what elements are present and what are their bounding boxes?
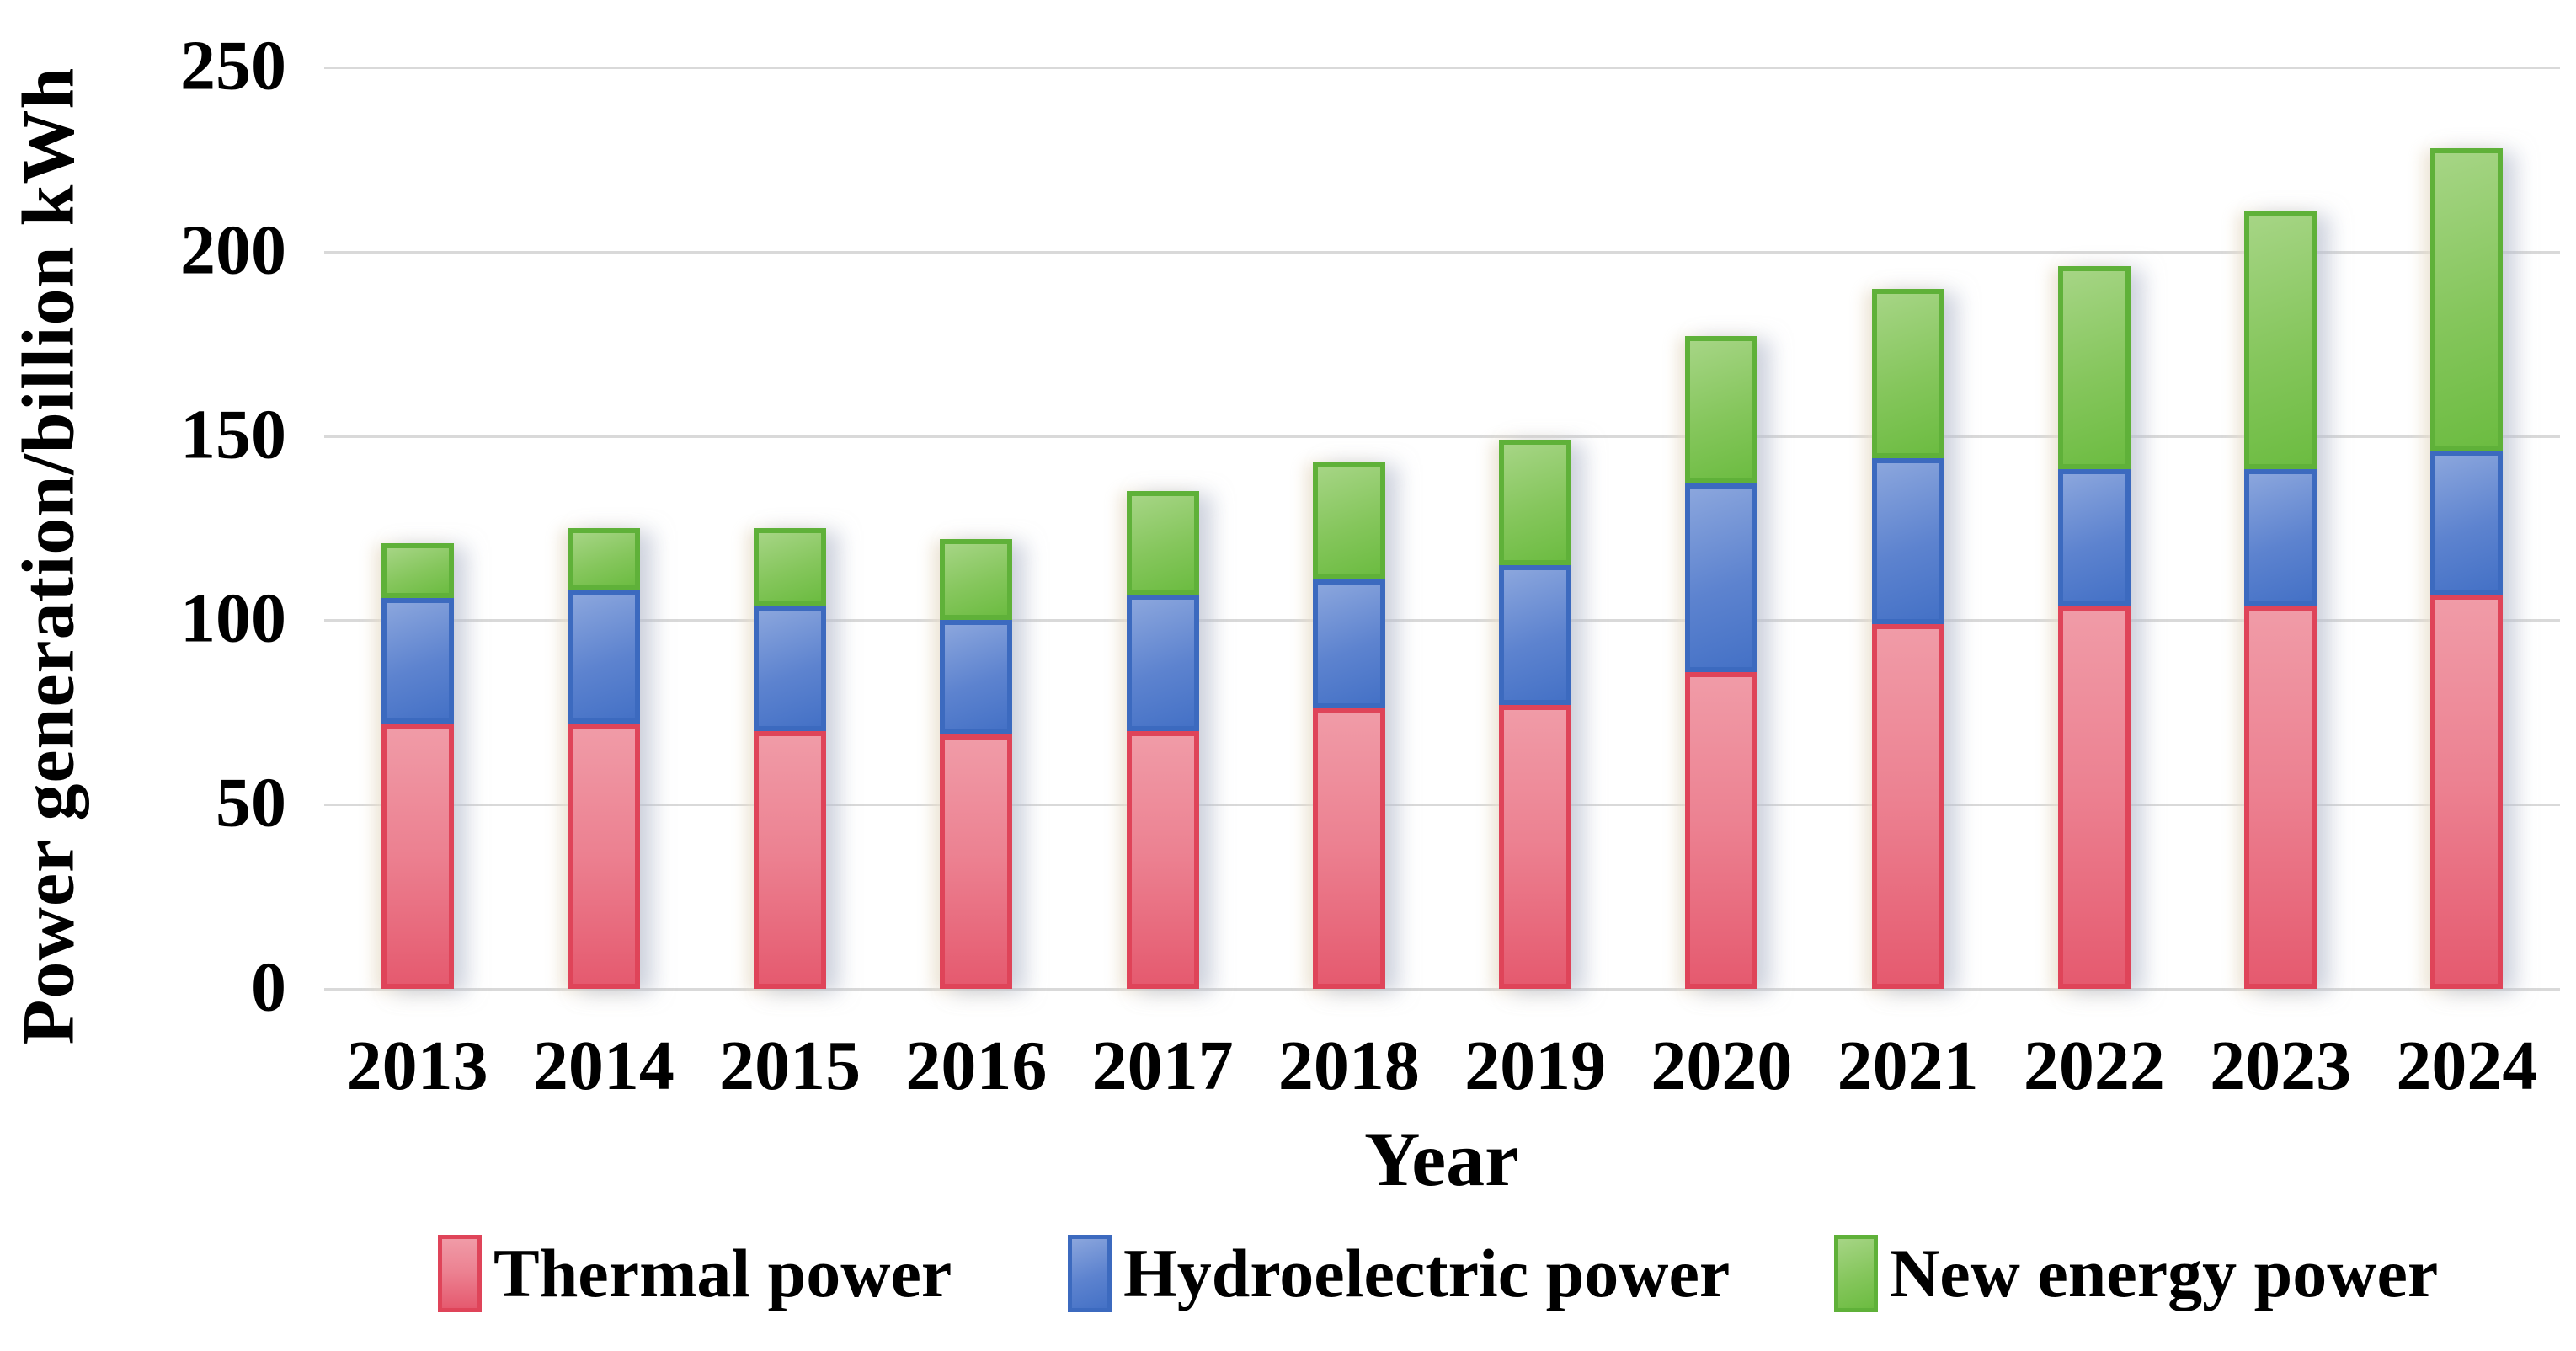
bar-segment-new-energy-2023: [2244, 211, 2317, 469]
legend: Thermal power Hydroelectric power New ener…: [0, 1231, 2576, 1324]
x-axis-title: Year: [1364, 1116, 1519, 1202]
bar-2019: [1499, 439, 1572, 989]
bar-2020: [1685, 336, 1758, 989]
bar-segment-new-energy-2015: [754, 528, 827, 606]
bar-2014: [567, 528, 640, 989]
x-tick-label-2015: 2015: [719, 1027, 861, 1105]
bar-2015: [754, 528, 827, 989]
bar-2018: [1312, 462, 1385, 989]
bar-segment-new-energy-2024: [2430, 148, 2504, 451]
x-tick-label-2023: 2023: [2210, 1027, 2352, 1105]
bar-segment-hydro-2014: [567, 590, 640, 724]
bar-segment-new-energy-2019: [1499, 439, 1572, 565]
legend-swatch-thermal: [438, 1235, 482, 1312]
gridline-0: [324, 988, 2560, 991]
bar-segment-thermal-2024: [2430, 594, 2504, 989]
bar-segment-new-energy-2017: [1126, 491, 1199, 595]
bar-segment-thermal-2019: [1499, 705, 1572, 989]
gridline-100: [324, 619, 2560, 622]
legend-swatch-hydro: [1068, 1235, 1112, 1312]
bar-segment-hydro-2020: [1685, 483, 1758, 672]
bar-segment-new-energy-2014: [567, 528, 640, 591]
bar-segment-thermal-2020: [1685, 671, 1758, 989]
legend-item-thermal: Thermal power: [438, 1231, 952, 1316]
bar-segment-new-energy-2022: [2057, 266, 2131, 469]
bar-segment-thermal-2015: [754, 730, 827, 989]
x-tick-label-2019: 2019: [1464, 1027, 1607, 1105]
bar-segment-thermal-2021: [1871, 623, 1944, 989]
x-tick-label-2021: 2021: [1837, 1027, 1979, 1105]
bar-segment-new-energy-2018: [1312, 462, 1385, 580]
bar-2022: [2057, 266, 2131, 989]
legend-label-hydro: Hydroelectric power: [1123, 1235, 1731, 1311]
bar-segment-new-energy-2020: [1685, 336, 1758, 484]
y-tick-label-200: 200: [180, 211, 286, 290]
legend-label-thermal: Thermal power: [493, 1235, 952, 1311]
y-tick-label-100: 100: [180, 579, 286, 658]
bar-segment-hydro-2016: [940, 620, 1013, 735]
bar-segment-new-energy-2013: [381, 542, 454, 599]
bar-segment-hydro-2015: [754, 605, 827, 731]
gridline-50: [324, 804, 2560, 807]
y-axis-tick-labels: 0 50 100 150 200 250: [0, 0, 286, 1351]
bar-segment-hydro-2013: [381, 598, 454, 724]
x-tick-label-2022: 2022: [2023, 1027, 2165, 1105]
bar-segment-hydro-2017: [1126, 594, 1199, 731]
bar-segment-hydro-2018: [1312, 579, 1385, 709]
bar-2023: [2244, 211, 2317, 989]
bar-segment-new-energy-2021: [1871, 288, 1944, 458]
bar-2013: [381, 542, 454, 989]
y-tick-label-250: 250: [180, 26, 286, 105]
y-tick-label-0: 0: [251, 948, 286, 1027]
bar-segment-thermal-2022: [2057, 605, 2131, 989]
bar-segment-thermal-2014: [567, 723, 640, 989]
legend-swatch-new-energy: [1834, 1235, 1878, 1312]
x-tick-label-2024: 2024: [2396, 1027, 2538, 1105]
bar-segment-hydro-2022: [2057, 468, 2131, 606]
bar-2021: [1871, 288, 1944, 989]
bar-2017: [1126, 491, 1199, 989]
legend-label-new-energy: New energy power: [1890, 1235, 2439, 1311]
bar-segment-hydro-2019: [1499, 564, 1572, 706]
x-tick-label-2020: 2020: [1651, 1027, 1793, 1105]
bar-2016: [940, 539, 1013, 989]
bar-segment-hydro-2021: [1871, 457, 1944, 624]
bar-segment-hydro-2023: [2244, 468, 2317, 606]
bar-segment-hydro-2024: [2430, 451, 2504, 595]
x-tick-label-2017: 2017: [1091, 1027, 1234, 1105]
legend-item-hydro: Hydroelectric power: [1068, 1231, 1730, 1316]
gridline-150: [324, 435, 2560, 438]
y-tick-label-50: 50: [216, 763, 286, 842]
x-tick-label-2013: 2013: [346, 1027, 488, 1105]
bar-segment-thermal-2016: [940, 734, 1013, 989]
legend-item-new-energy: New energy power: [1834, 1231, 2438, 1316]
bar-segment-thermal-2023: [2244, 605, 2317, 989]
gridline-250: [324, 67, 2560, 69]
gridline-200: [324, 250, 2560, 254]
x-tick-label-2014: 2014: [532, 1027, 675, 1105]
x-tick-label-2018: 2018: [1277, 1027, 1420, 1105]
bar-2024: [2430, 148, 2504, 989]
bar-segment-thermal-2017: [1126, 730, 1199, 989]
x-tick-label-2016: 2016: [905, 1027, 1048, 1105]
bar-segment-thermal-2013: [381, 723, 454, 989]
bar-segment-thermal-2018: [1312, 708, 1385, 989]
y-tick-label-150: 150: [180, 394, 286, 473]
bar-segment-new-energy-2016: [940, 539, 1013, 621]
